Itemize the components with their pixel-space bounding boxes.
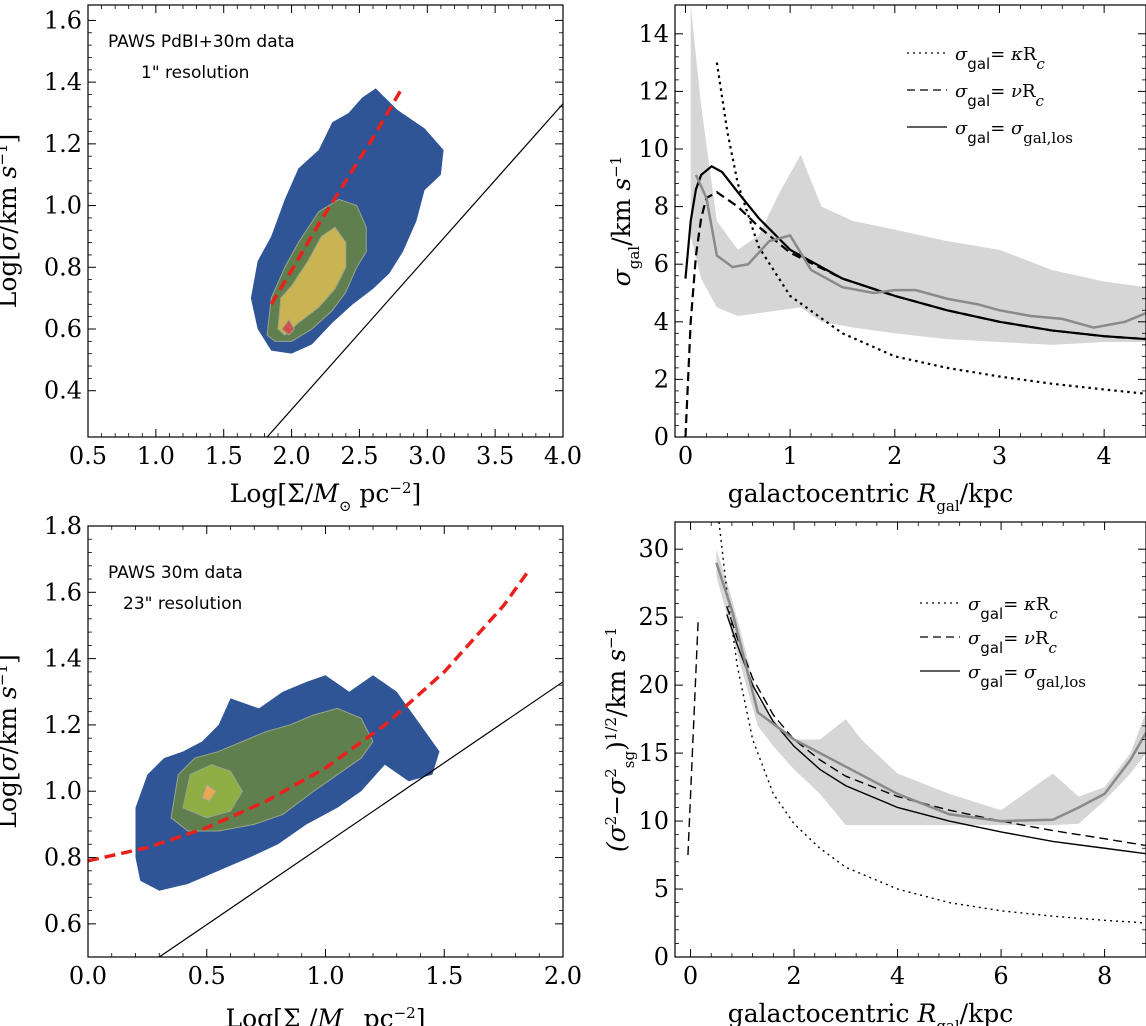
y-tick-label: 0: [654, 423, 669, 451]
legend-entry-2: σgal= σgal,los: [955, 118, 1073, 147]
contour-level-6: [281, 318, 295, 336]
annotation-line-2: 1" resolution: [141, 63, 249, 83]
y-tick-label: 2: [654, 365, 669, 393]
x-tick-label: 4.0: [544, 442, 582, 470]
x-tick-label: 0.0: [69, 962, 107, 990]
fit-curve: [88, 571, 529, 863]
x-tick-label: 2.0: [272, 442, 310, 470]
fit-curve: [269, 90, 402, 306]
y-axis-label: Log[σ/km s−1]: [0, 134, 22, 308]
series-2-solid: [726, 614, 1146, 855]
y-tick-label: 4: [654, 308, 669, 336]
y-tick-label: 0: [654, 943, 669, 971]
y-tick-label: 30: [638, 535, 669, 563]
y-axis-label: (σ2−σ2sg)1/2/km s−1: [602, 627, 638, 852]
y-tick-label: 25: [638, 603, 669, 631]
x-tick-label: 3: [992, 442, 1007, 470]
y-tick-label: 1.2: [44, 711, 82, 739]
y-tick-label: 1.0: [44, 777, 82, 805]
x-axis-label: galactocentric Rgal/kpc: [728, 479, 1014, 515]
legend-entry-1: σgal= νRc: [968, 628, 1058, 657]
x-axis-label: Log[Σc/M⊙ pc−2]: [226, 1004, 426, 1026]
shaded-band: [690, 5, 1146, 345]
series-0-dotted: [718, 522, 1146, 924]
panel-top-left: 0.5 1.0 1.5 2.0 2.5 3.0 3.5 4.0 0.4 0.6 0.8 1.0 1.2 1…: [0, 4, 582, 515]
x-tick-label: 0: [683, 962, 698, 990]
x-tick-label: 4: [890, 962, 905, 990]
x-axis-label: galactocentric Rgal/kpc: [728, 999, 1014, 1026]
y-tick-label: 10: [638, 135, 669, 163]
y-tick-label: 1.0: [44, 192, 82, 220]
legend-entry-0: σgal= κRc: [955, 44, 1045, 73]
x-tick-label: 0: [678, 442, 693, 470]
x-tick-label: 1.0: [137, 442, 175, 470]
y-tick-label: 5: [654, 875, 669, 903]
x-tick-label: 1.5: [205, 442, 243, 470]
x-tick-label: 2: [887, 442, 902, 470]
x-axis-label: Log[Σ/M⊙ pc−2]: [230, 479, 422, 515]
x-tick-label: 6: [993, 962, 1008, 990]
x-tick-label: 1.0: [306, 962, 344, 990]
y-tick-label: 14: [638, 20, 669, 48]
legend: σgal= κRc σgal= νRc σgal= σgal,los: [920, 594, 1086, 691]
y-tick-label: 8: [654, 193, 669, 221]
plot-area: [684, 5, 1146, 437]
series-3-data: [694, 174, 1146, 329]
axes-frame: [87, 4, 564, 438]
x-tick-label: 4: [1096, 442, 1111, 470]
annotation-line-1: PAWS PdBI+30m data: [108, 32, 295, 52]
plot-area: [687, 522, 1146, 924]
legend: σgal= κRc σgal= νRc σgal= σgal,los: [907, 44, 1073, 147]
x-tick-label: 0.5: [188, 962, 226, 990]
annotation-line-1: PAWS 30m data: [108, 563, 243, 583]
y-tick-label: 1.4: [44, 645, 82, 673]
y-tick-label: 1.2: [44, 130, 82, 158]
y-tick-label: 0.6: [44, 910, 82, 938]
y-tick-label: 20: [638, 671, 669, 699]
y-tick-label: 0.6: [44, 315, 82, 343]
y-axis-label: Log[σ/km s−1]: [0, 654, 22, 828]
x-tick-label: 3.5: [476, 442, 514, 470]
legend-entry-0: σgal= κRc: [968, 594, 1058, 623]
x-tick-label: 2.0: [544, 962, 582, 990]
y-axis-label: σgal/km s−1: [607, 156, 643, 287]
panel-bottom-right: 0 2 4 6 8 0 5 10 15 20 25 30 galactocentric Rgal/kpc…: [602, 521, 1146, 1026]
x-tick-label: 8: [1097, 962, 1112, 990]
y-tick-label: 15: [638, 739, 669, 767]
series-3-data: [715, 562, 1146, 823]
y-tick-label: 0.4: [44, 377, 82, 405]
series-1-dashed: [726, 606, 1146, 847]
legend-entry-1: σgal= νRc: [955, 81, 1045, 110]
y-tick-label: 1.6: [44, 578, 82, 606]
series-4-dashed: [687, 617, 699, 856]
legend-entry-2: σgal= σgal,los: [968, 662, 1086, 691]
reference-line: [158, 681, 563, 957]
panel-bottom-left: 0.0 0.5 1.0 1.5 2.0 0.6 0.8 1.0 1.2 1.4 1.6 1.8 PAWS…: [0, 512, 582, 1026]
x-tick-label: 2.5: [340, 442, 378, 470]
axes-frame: [674, 4, 1146, 438]
y-tick-label: 1.6: [44, 6, 82, 34]
y-tick-label: 6: [654, 250, 669, 278]
y-tick-label: 0.8: [44, 253, 82, 281]
y-tick-label: 10: [638, 807, 669, 835]
x-tick-label: 2: [786, 962, 801, 990]
plot-area: [88, 571, 563, 957]
contour-level-4: [277, 226, 347, 336]
y-tick-label: 1.4: [44, 68, 82, 96]
x-tick-label: 1.5: [425, 962, 463, 990]
plot-area: [250, 88, 563, 437]
y-tick-label: 12: [638, 77, 669, 105]
y-tick-label: 1.8: [44, 512, 82, 540]
contour-level-5: [201, 783, 217, 802]
annotation-line-2: 23" resolution: [123, 594, 242, 614]
y-tick-label: 0.8: [44, 844, 82, 872]
x-tick-label: 1: [782, 442, 797, 470]
x-tick-label: 0.5: [69, 442, 107, 470]
x-tick-label: 3.0: [408, 442, 446, 470]
reference-line: [266, 103, 563, 437]
